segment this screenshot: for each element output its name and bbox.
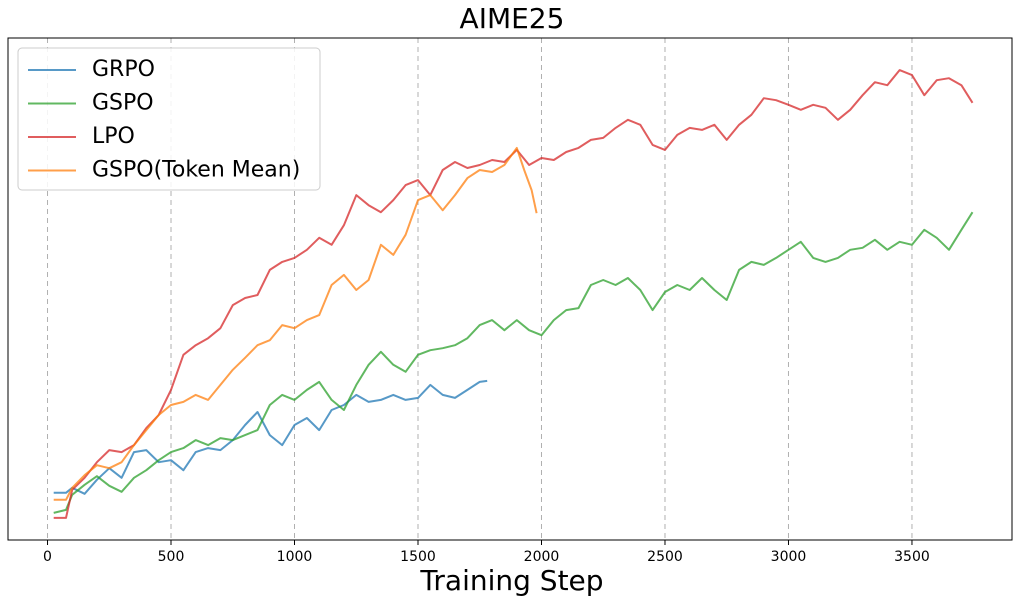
x-tick-label: 1000 (277, 549, 313, 565)
legend-label: GSPO(Token Mean) (92, 158, 300, 183)
x-axis-label: Training Step (419, 564, 603, 597)
legend-label: GSPO (92, 91, 154, 116)
x-tick-label: 500 (158, 549, 185, 565)
legend-label: GRPO (92, 57, 155, 82)
series-line (53, 146, 538, 501)
x-tick-label: 1500 (400, 549, 436, 565)
x-tick-label: 2000 (524, 549, 560, 565)
legend: GRPO GSPO LPO GSPO(Token Mean) (17, 47, 321, 191)
legend-label: LPO (92, 124, 135, 149)
legend-box (17, 47, 321, 191)
series-line (53, 211, 974, 514)
series-line (53, 379, 488, 495)
x-tick-label: 3000 (771, 549, 807, 565)
plot-frame (7, 37, 1013, 541)
x-tick-label: 2500 (647, 549, 683, 565)
chart-title: AIME25 (460, 2, 565, 35)
x-tick-label: 3500 (894, 549, 930, 565)
x-tick-label: 0 (43, 549, 52, 565)
